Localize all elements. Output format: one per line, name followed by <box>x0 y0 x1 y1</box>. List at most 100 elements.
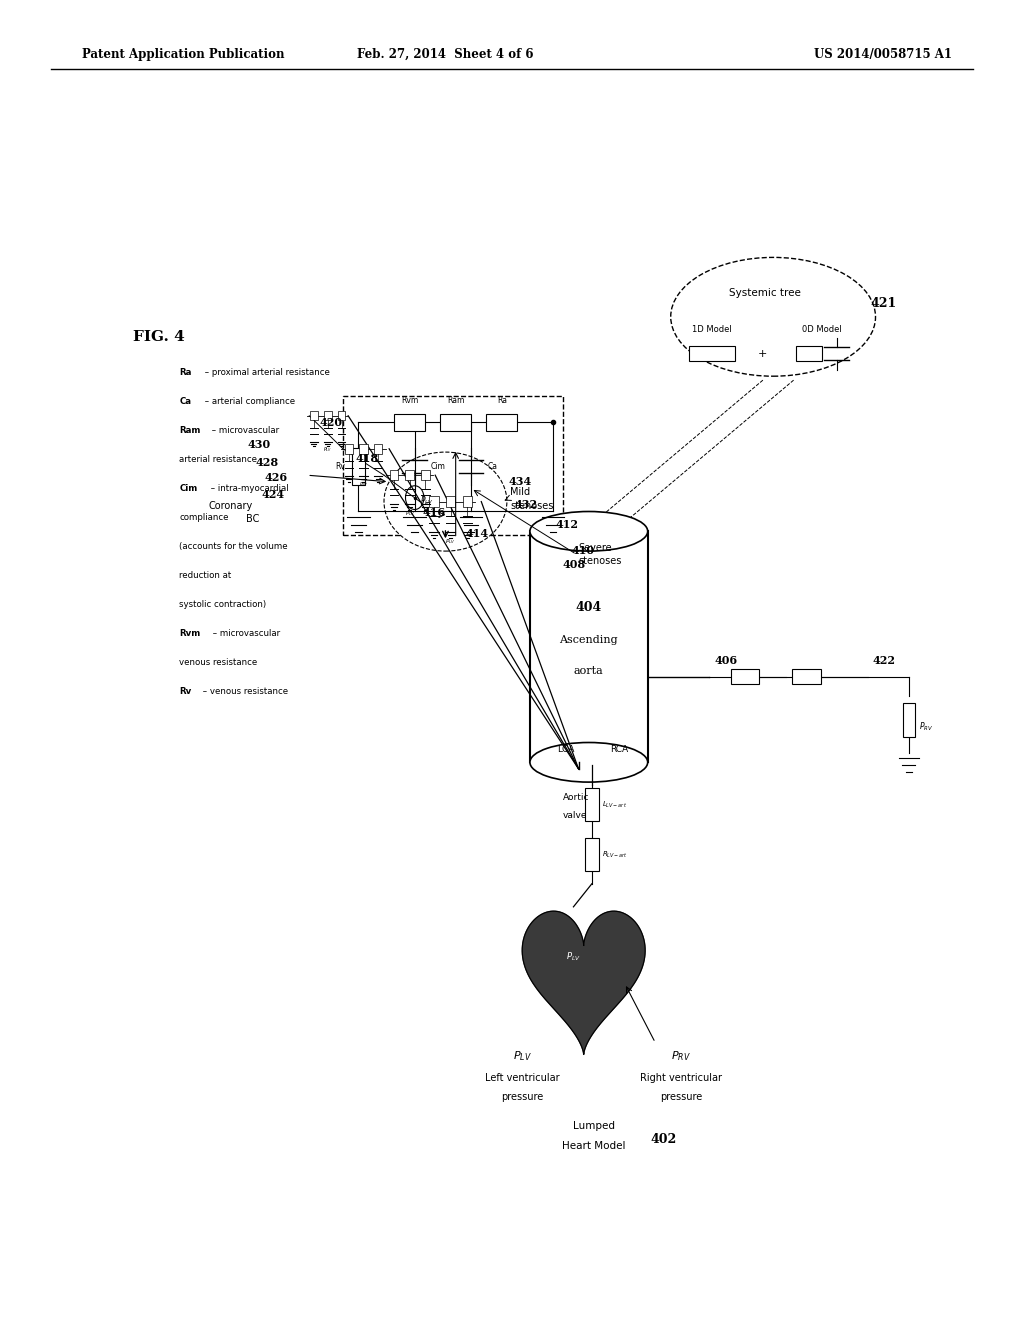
FancyBboxPatch shape <box>586 788 598 821</box>
Text: Right ventricular: Right ventricular <box>640 1073 722 1084</box>
Text: $L_{LV-art}$: $L_{LV-art}$ <box>602 800 627 809</box>
Text: Rvm: Rvm <box>179 630 201 638</box>
Text: aorta: aorta <box>573 665 604 676</box>
Text: Ram: Ram <box>447 396 464 405</box>
Text: 408: 408 <box>562 560 586 570</box>
Text: compliance: compliance <box>179 513 228 521</box>
FancyBboxPatch shape <box>421 470 430 480</box>
Text: Lumped: Lumped <box>572 1121 615 1131</box>
Polygon shape <box>522 911 645 1055</box>
Text: $P_{LV}$: $P_{LV}$ <box>566 950 581 964</box>
Text: $P_{LV}$: $P_{LV}$ <box>445 537 456 546</box>
Text: 412: 412 <box>555 519 578 529</box>
FancyBboxPatch shape <box>440 414 471 430</box>
FancyBboxPatch shape <box>586 838 598 871</box>
FancyBboxPatch shape <box>406 470 414 480</box>
FancyBboxPatch shape <box>730 668 759 685</box>
Text: 434: 434 <box>509 477 532 487</box>
Text: Cim: Cim <box>431 462 446 471</box>
Text: Severe: Severe <box>579 543 612 553</box>
Text: Left ventricular: Left ventricular <box>485 1073 559 1084</box>
Text: 422: 422 <box>872 655 896 667</box>
Text: – arterial compliance: – arterial compliance <box>202 397 295 405</box>
Text: venous resistance: venous resistance <box>179 659 257 667</box>
Text: RCA: RCA <box>610 744 629 754</box>
Text: BC: BC <box>246 513 259 524</box>
Text: $P_{LV}$: $P_{LV}$ <box>358 480 369 490</box>
FancyBboxPatch shape <box>394 414 425 430</box>
Text: 420: 420 <box>319 417 342 428</box>
Text: 430: 430 <box>248 440 271 450</box>
Text: (accounts for the volume: (accounts for the volume <box>179 543 288 550</box>
Text: Ram: Ram <box>179 426 201 434</box>
Text: 410: 410 <box>571 545 594 556</box>
Text: 402: 402 <box>650 1133 677 1146</box>
Text: 406: 406 <box>715 655 737 667</box>
Text: – microvascular: – microvascular <box>210 630 280 638</box>
Text: Ra: Ra <box>179 368 191 376</box>
FancyBboxPatch shape <box>324 412 332 420</box>
Text: 418: 418 <box>355 453 379 463</box>
Text: Ca: Ca <box>179 397 191 405</box>
FancyBboxPatch shape <box>338 412 345 420</box>
Text: arterial resistance: arterial resistance <box>179 455 257 463</box>
Text: Ascending: Ascending <box>559 635 618 645</box>
Text: stenoses: stenoses <box>510 500 553 511</box>
FancyBboxPatch shape <box>345 444 353 454</box>
Text: 426: 426 <box>264 473 288 483</box>
Text: pressure: pressure <box>659 1092 702 1102</box>
FancyBboxPatch shape <box>797 346 822 360</box>
Text: Ra: Ra <box>497 396 507 405</box>
Text: – intra-myocardial: – intra-myocardial <box>208 484 289 492</box>
Text: +: + <box>758 348 768 359</box>
Text: reduction at: reduction at <box>179 572 231 579</box>
Text: Systemic tree: Systemic tree <box>729 288 801 298</box>
FancyBboxPatch shape <box>446 496 455 507</box>
Text: Patent Application Publication: Patent Application Publication <box>82 49 285 61</box>
Text: $P_{RV}$: $P_{RV}$ <box>919 721 933 733</box>
Ellipse shape <box>530 743 647 781</box>
FancyBboxPatch shape <box>530 532 647 763</box>
Text: US 2014/0058715 A1: US 2014/0058715 A1 <box>814 49 952 61</box>
Text: valve: valve <box>563 810 588 820</box>
Text: pressure: pressure <box>501 1092 544 1102</box>
FancyBboxPatch shape <box>343 396 563 535</box>
Text: Coronary: Coronary <box>209 500 253 511</box>
Text: 416: 416 <box>423 507 446 517</box>
Text: $P_{RV}$: $P_{RV}$ <box>671 1049 691 1063</box>
Text: Ca: Ca <box>487 462 498 471</box>
Text: 0D Model: 0D Model <box>803 326 842 334</box>
Text: 421: 421 <box>870 297 897 310</box>
FancyBboxPatch shape <box>463 496 472 507</box>
FancyBboxPatch shape <box>902 702 914 737</box>
Text: 428: 428 <box>256 457 280 467</box>
Text: 1D Model: 1D Model <box>692 326 731 334</box>
Text: 404: 404 <box>575 601 602 614</box>
Text: – microvascular: – microvascular <box>209 426 279 434</box>
Text: $P_{LV}$: $P_{LV}$ <box>404 508 415 517</box>
Text: $P_{LV}$: $P_{LV}$ <box>513 1049 531 1063</box>
Ellipse shape <box>384 451 507 552</box>
Text: Rvm: Rvm <box>401 396 418 405</box>
FancyBboxPatch shape <box>389 470 398 480</box>
Text: $P_{LV}$: $P_{LV}$ <box>420 494 433 507</box>
FancyBboxPatch shape <box>374 444 382 454</box>
Text: 432: 432 <box>514 499 538 510</box>
Ellipse shape <box>671 257 876 376</box>
Text: 424: 424 <box>261 490 285 500</box>
FancyBboxPatch shape <box>359 444 368 454</box>
Text: – proximal arterial resistance: – proximal arterial resistance <box>202 368 330 376</box>
Text: stenoses: stenoses <box>579 556 622 566</box>
Text: Rv: Rv <box>179 688 191 696</box>
FancyBboxPatch shape <box>689 346 735 360</box>
Text: Aortic: Aortic <box>563 793 590 803</box>
Text: Heart Model: Heart Model <box>562 1140 626 1151</box>
Text: – venous resistance: – venous resistance <box>200 688 288 696</box>
Ellipse shape <box>530 511 647 552</box>
Text: systolic contraction): systolic contraction) <box>179 601 266 609</box>
FancyBboxPatch shape <box>429 496 438 507</box>
FancyBboxPatch shape <box>352 449 366 486</box>
FancyBboxPatch shape <box>310 412 317 420</box>
Text: FIG. 4: FIG. 4 <box>133 330 185 343</box>
Text: Feb. 27, 2014  Sheet 4 of 6: Feb. 27, 2014 Sheet 4 of 6 <box>357 49 534 61</box>
